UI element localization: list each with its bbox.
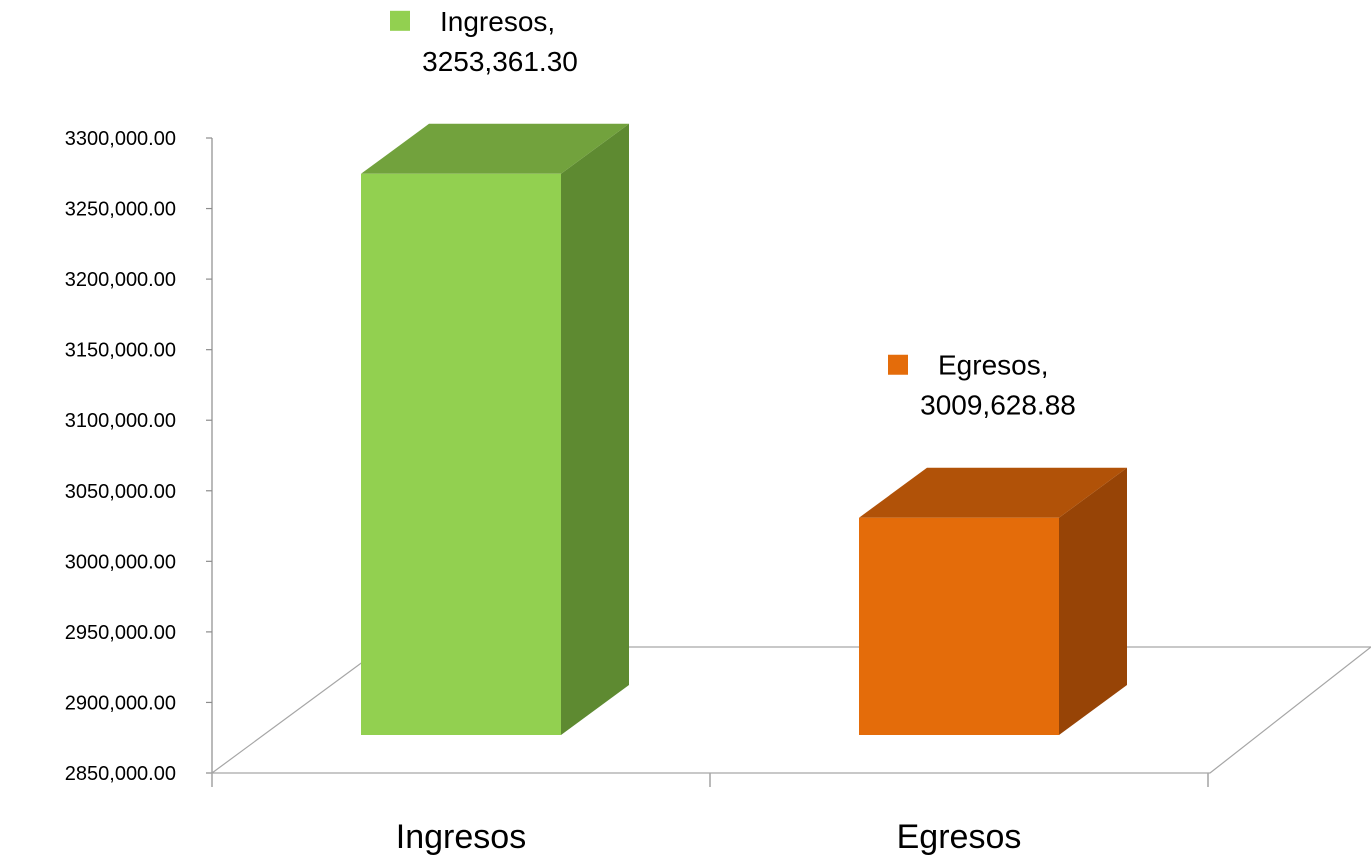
bar-front-face — [859, 517, 1059, 735]
label-layer: Ingresos Ingresos, 3253,361.30 Egresos Egres… — [390, 6, 1076, 856]
data-label-ingresos: Ingresos, 3253,361.30 — [390, 6, 578, 77]
data-label-category: Egresos, — [938, 350, 1049, 381]
legend-key-swatch — [888, 354, 908, 375]
y-tick-label: 3150,000.00 — [65, 340, 176, 362]
x-category-label: Egresos — [897, 818, 1022, 856]
data-label-value: 3253,361.30 — [422, 46, 578, 77]
y-tick-label: 2950,000.00 — [65, 622, 176, 644]
y-tick-label: 2850,000.00 — [65, 763, 176, 785]
bar-egresos — [859, 467, 1127, 735]
bar-top-face — [361, 123, 629, 174]
legend-key-swatch — [390, 10, 410, 31]
y-tick-label: 3300,000.00 — [65, 128, 176, 150]
axis-layer: 2850,000.00 2900,000.00 2950,000.00 3000,00… — [65, 128, 1209, 787]
y-tick-label: 3250,000.00 — [65, 199, 176, 221]
bar-side-face — [1059, 467, 1127, 735]
y-tick-label: 2900,000.00 — [65, 692, 176, 714]
data-label-category: Ingresos, — [440, 6, 555, 37]
bar-ingresos — [361, 123, 629, 736]
data-label-egresos: Egresos, 3009,628.88 — [888, 350, 1076, 421]
y-tick-label: 3200,000.00 — [65, 269, 176, 291]
y-tick-label: 3050,000.00 — [65, 481, 176, 503]
y-tick-label: 3000,000.00 — [65, 551, 176, 573]
data-label-value: 3009,628.88 — [920, 390, 1076, 421]
bar-front-face — [361, 173, 561, 736]
bar-layer — [361, 123, 1127, 736]
x-category-label: Ingresos — [396, 818, 526, 856]
bar-top-face — [859, 467, 1127, 518]
y-tick-label: 3100,000.00 — [65, 410, 176, 432]
bar-side-face — [561, 123, 629, 736]
